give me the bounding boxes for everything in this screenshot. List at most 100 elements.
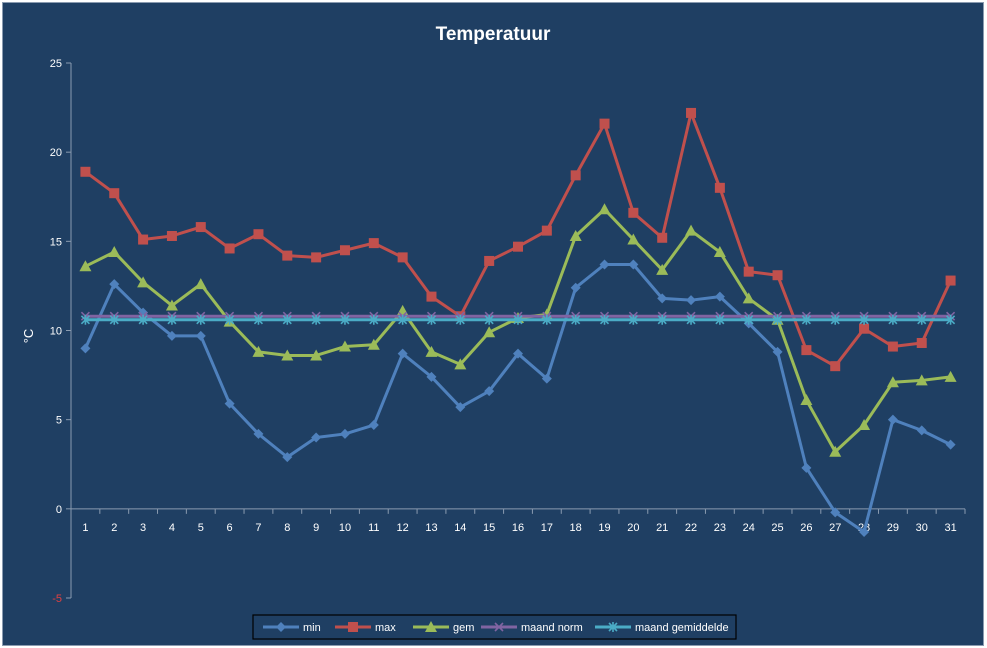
data-point-gem xyxy=(338,340,351,352)
data-point-min xyxy=(686,295,697,306)
data-point-min xyxy=(166,330,177,341)
data-point-max xyxy=(253,229,264,240)
x-tick-label: 5 xyxy=(198,522,204,534)
data-point-max xyxy=(166,230,177,241)
data-point-maand-gemiddelde xyxy=(715,314,725,325)
series-max xyxy=(80,107,956,372)
data-point-min xyxy=(541,373,552,384)
data-point-max xyxy=(80,166,91,177)
data-point-maand-gemiddelde xyxy=(369,314,379,325)
data-point-min xyxy=(253,428,264,439)
data-point-gem xyxy=(685,224,698,236)
data-point-maand-gemiddelde xyxy=(946,314,956,325)
data-point-min xyxy=(426,371,437,382)
data-point-min xyxy=(397,348,408,359)
data-point-min xyxy=(195,330,206,341)
legend-box xyxy=(252,614,737,640)
data-point-max xyxy=(599,118,610,129)
legend: min max gem maand norm maand gemiddelde xyxy=(252,614,737,640)
data-point-maand-gemiddelde xyxy=(398,314,408,325)
data-point-gem xyxy=(310,349,323,361)
data-point-min xyxy=(80,343,91,354)
y-tick-label: 5 xyxy=(56,415,62,427)
data-point-max xyxy=(426,291,437,302)
data-point-max xyxy=(138,234,149,245)
legend-item-maand-norm: maand norm xyxy=(481,622,583,634)
data-point-maand-gemiddelde xyxy=(772,314,783,325)
data-point-gem xyxy=(656,263,669,275)
data-point-max xyxy=(195,222,206,233)
data-point-gem xyxy=(829,445,842,457)
data-point-maand-gemiddelde xyxy=(859,314,869,325)
data-point-maand-gemiddelde xyxy=(282,314,292,325)
data-point-gem xyxy=(742,292,755,304)
data-point-maand-gemiddelde xyxy=(109,314,119,325)
x-tick-label: 27 xyxy=(829,522,841,534)
y-tick-label: -5 xyxy=(52,593,62,605)
y-tick-label: 15 xyxy=(50,236,62,248)
data-point-max xyxy=(714,182,725,193)
x-tick-label: 4 xyxy=(169,522,175,534)
legend-label: gem xyxy=(453,622,474,634)
legend-label: max xyxy=(375,622,396,634)
data-point-gem xyxy=(483,326,496,338)
data-point-maand-gemiddelde xyxy=(80,314,90,325)
data-point-maand-gemiddelde xyxy=(888,314,898,325)
data-point-maand-gemiddelde xyxy=(801,314,811,325)
data-point-max xyxy=(282,250,293,261)
data-point-gem xyxy=(569,229,582,241)
x-tick-label: 10 xyxy=(339,522,351,534)
data-point-maand-gemiddelde xyxy=(628,314,638,325)
data-point-max xyxy=(772,270,783,281)
x-tick-label: 17 xyxy=(541,522,553,534)
data-point-gem xyxy=(800,394,813,406)
data-point-maand-gemiddelde xyxy=(657,314,667,325)
data-point-min xyxy=(772,346,783,357)
data-point-min xyxy=(859,527,870,538)
data-point-max xyxy=(541,225,552,236)
data-point-gem xyxy=(137,276,150,288)
legend-marker xyxy=(276,622,286,632)
x-tick-label: 16 xyxy=(512,522,524,534)
data-point-maand-gemiddelde xyxy=(571,314,581,325)
legend-label: maand gemiddelde xyxy=(635,622,729,634)
data-point-maand-gemiddelde xyxy=(167,314,177,325)
x-tick-label: 7 xyxy=(255,522,261,534)
x-tick-label: 26 xyxy=(800,522,812,534)
chart-title: Temperatuur xyxy=(436,24,551,45)
data-point-min xyxy=(916,425,927,436)
legend-item-min: min xyxy=(263,622,321,634)
x-tick-label: 12 xyxy=(397,522,409,534)
data-point-min xyxy=(801,462,812,473)
data-point-gem xyxy=(886,376,899,388)
data-point-max xyxy=(945,275,956,286)
data-point-max xyxy=(570,170,581,181)
data-point-maand-gemiddelde xyxy=(830,314,840,325)
x-tick-label: 24 xyxy=(743,522,755,534)
series-maand-gemiddelde xyxy=(80,314,956,325)
data-point-min xyxy=(628,259,639,270)
data-point-min xyxy=(368,420,379,431)
x-tick-label: 30 xyxy=(916,522,928,534)
data-point-max xyxy=(109,188,120,199)
data-point-maand-gemiddelde xyxy=(253,314,264,325)
x-tick-label: 8 xyxy=(284,522,290,534)
data-point-maand-gemiddelde xyxy=(599,314,610,325)
y-tick-label: 0 xyxy=(56,504,62,516)
series-line-max xyxy=(84,111,952,368)
data-point-gem xyxy=(252,345,265,357)
x-tick-label: 22 xyxy=(685,522,697,534)
legend-marker xyxy=(425,621,437,632)
data-point-gem xyxy=(79,260,92,272)
data-point-gem xyxy=(944,370,957,382)
data-point-max xyxy=(311,252,322,263)
data-point-max xyxy=(397,252,408,263)
legend-marker xyxy=(608,622,618,632)
legend-item-maand-gemiddelde: maand gemiddelde xyxy=(595,622,729,634)
x-tick-label: 23 xyxy=(714,522,726,534)
data-point-min xyxy=(887,414,898,425)
x-tick-label: 13 xyxy=(425,522,437,534)
legend-label: maand norm xyxy=(521,622,583,634)
data-point-maand-gemiddelde xyxy=(744,314,754,325)
data-point-min xyxy=(570,282,581,293)
